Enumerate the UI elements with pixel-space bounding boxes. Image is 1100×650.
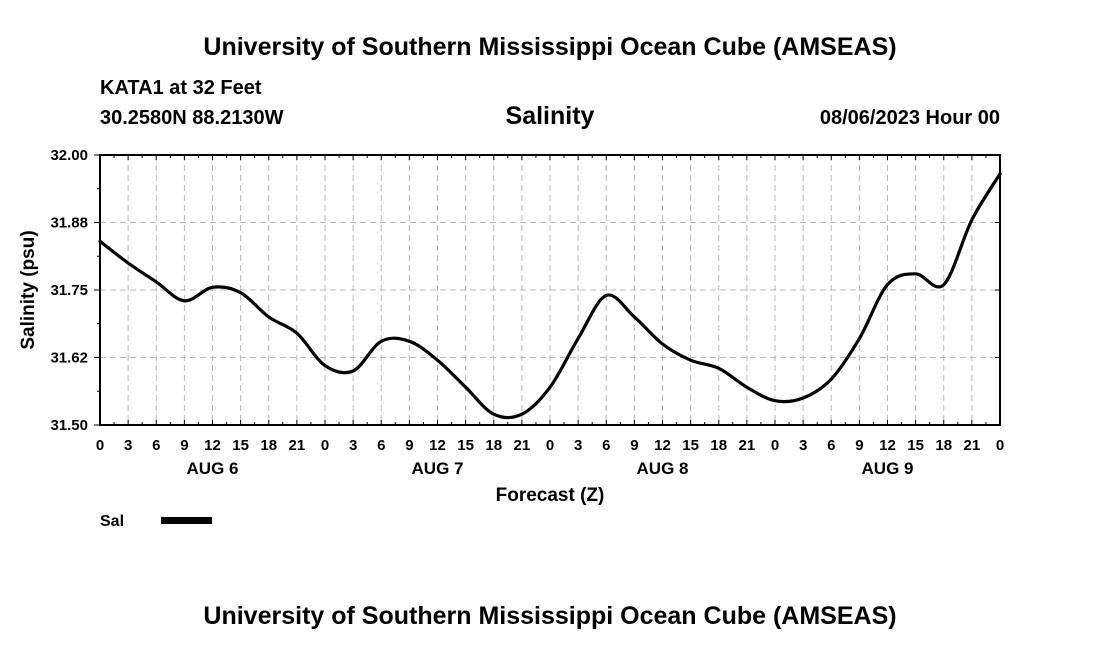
x-tick-label: 6 [152,437,160,454]
x-tick-label: 3 [799,437,807,454]
legend-label: Sal [100,513,124,530]
x-tick-label: 9 [855,437,863,454]
day-label: AUG 7 [412,459,464,478]
x-tick-label: 6 [602,437,610,454]
y-tick-label: 32.00 [50,147,88,164]
y-tick-label: 31.88 [50,215,88,232]
x-tick-label: 18 [485,437,502,454]
x-tick-label: 3 [574,437,582,454]
x-tick-label: 12 [879,437,896,454]
title-bottom: University of Southern Mississippi Ocean… [203,602,896,630]
y-tick-label: 31.75 [50,282,88,299]
x-tick-label: 6 [377,437,385,454]
x-tick-label: 15 [682,437,699,454]
x-tick-label: 0 [321,437,329,454]
x-tick-label: 9 [180,437,188,454]
y-tick-label: 31.62 [50,350,88,367]
x-tick-label: 18 [710,437,727,454]
station-label: KATA1 at 32 Feet [100,77,262,99]
x-tick-label: 12 [204,437,221,454]
coords-label: 30.2580N 88.2130W [100,107,284,129]
grid [100,155,1000,425]
series-line-sal [98,172,1002,420]
day-label: AUG 9 [862,459,914,478]
x-tick-label: 21 [739,437,756,454]
x-tick-label: 6 [827,437,835,454]
y-tick-label: 31.50 [50,417,88,434]
x-tick-label: 9 [630,437,638,454]
x-axis-label: Forecast (Z) [496,485,605,506]
x-tick-label: 3 [349,437,357,454]
x-tick-label: 18 [935,437,952,454]
x-tick-label: 21 [289,437,306,454]
day-label: AUG 8 [637,459,689,478]
x-tick-labels: 0 3 6 9 12 15 18 21 0 3 6 9 12 15 18 21 0 3 6 9 12 15 18 21 0 3 6 9… [96,437,1004,454]
x-tick-label: 18 [260,437,277,454]
day-label: AUG 6 [187,459,239,478]
x-tick-label: 21 [514,437,531,454]
x-tick-label: 15 [907,437,924,454]
x-tick-label: 21 [964,437,981,454]
x-tick-label: 0 [96,437,104,454]
y-tick-labels: 31.50 31.62 31.75 31.88 32.00 [50,147,88,434]
x-tick-label: 12 [429,437,446,454]
x-tick-label: 9 [405,437,413,454]
x-tick-label: 3 [124,437,132,454]
title-top: University of Southern Mississippi Ocean… [203,33,896,61]
chart-title: Salinity [506,102,595,130]
x-tick-label: 0 [996,437,1004,454]
datetime-label: 08/06/2023 Hour 00 [820,107,1000,129]
x-tick-label: 15 [457,437,474,454]
x-tick-label: 0 [771,437,779,454]
legend-swatch [161,517,212,524]
series [98,172,1002,420]
x-tick-label: 0 [546,437,554,454]
x-tick-label: 15 [232,437,249,454]
y-axis-label: Salinity (psu) [18,230,39,349]
plot-frame [99,154,1001,426]
x-tick-label: 12 [654,437,671,454]
day-labels: AUG 6 AUG 7 AUG 8 AUG 9 [187,459,914,478]
